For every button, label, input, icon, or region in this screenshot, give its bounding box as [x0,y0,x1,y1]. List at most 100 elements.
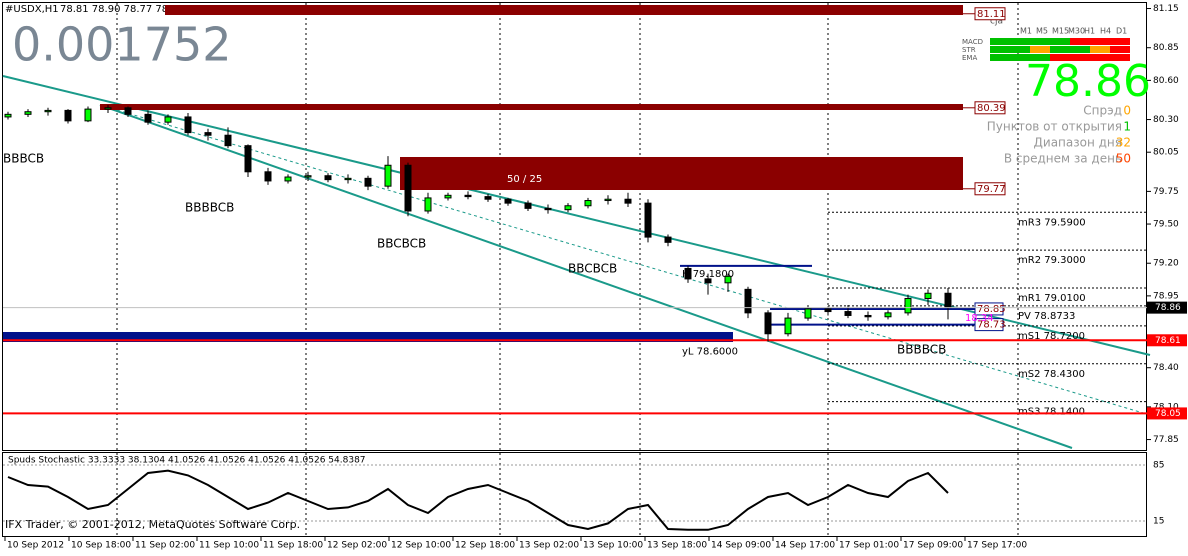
signal-cell [1090,46,1110,53]
signal-cell [990,54,1010,61]
pivot-label: mR3 79.5900 [1018,217,1086,228]
y-tick-label: 81.15 [1153,4,1179,14]
signal-cell [990,38,1010,45]
x-tick-label: 13 Sep 18:00 [647,541,707,551]
day-low-label: yL 78.6000 [682,347,738,358]
timeframe: D1 [1116,27,1127,36]
candle-body [4,113,12,118]
candle-body [944,292,952,309]
candle-body [864,314,872,318]
y-tick-label: 80.85 [1153,43,1179,53]
marker-label: 78.85 [977,304,1006,315]
panel-price: 78.86 [1025,56,1151,107]
watermark: IFX Trader, © 2001-2012, MetaQuotes Soft… [5,518,300,531]
signal-cell [1110,46,1130,53]
marker-box [974,302,1004,316]
candle-body [584,200,592,207]
zone-label: 80.39 [977,103,1006,114]
x-tick-label: 11 Sep 10:00 [199,541,259,551]
signal-cell [1070,46,1090,53]
signal-cell [990,46,1010,53]
x-tick-label: 12 Sep 10:00 [391,541,451,551]
x-tick-label: 13 Sep 10:00 [583,541,643,551]
y-tick-label: 79.75 [1153,187,1179,197]
candle-body [224,134,232,147]
signal-cell [1010,54,1030,61]
candle-body [444,194,452,199]
zone-label-box [974,7,1006,21]
signal-cell [1030,54,1050,61]
symbol: #USDX,H1 [5,4,59,15]
timeframe: H1 [1084,27,1095,36]
red-level-box [1147,334,1187,347]
candle-body [784,317,792,335]
candle-body [424,197,432,212]
candle-body [524,202,532,209]
candle-body [924,292,932,299]
candle-body [804,308,812,319]
signal-cell [1030,38,1050,45]
candle-body [384,164,392,187]
candle-body [904,297,912,314]
x-tick-label: 17 Sep 09:00 [903,541,963,551]
marker-label: 78.73 [977,320,1006,331]
candle-body [564,205,572,211]
candle-body [144,113,152,123]
candle-body [824,308,832,313]
y-tick-label: 79.50 [1153,220,1179,230]
candle-body [344,177,352,181]
pivot-label: mS1 78.7200 [1018,331,1085,342]
x-tick-label: 13 Sep 02:00 [519,541,579,551]
pattern-label: BBBBCB [185,201,234,215]
candle-body [204,132,212,136]
timeframe: M15 [1052,27,1069,36]
pivot-label: mR2 79.3000 [1018,255,1086,266]
zone-label: 81.11 [977,9,1006,20]
candle-body [104,107,112,110]
x-tick-label: 17 Sep 17:00 [967,541,1027,551]
period-separators [116,3,1019,536]
candle-body [244,145,252,173]
pivot-label: PV 78.8733 [1018,311,1075,322]
candle-body [844,311,852,316]
signal-cell [1110,54,1130,61]
candle-body [704,278,712,284]
candle-body [744,288,752,314]
signal-cell [1050,54,1070,61]
signal-cell [1090,38,1110,45]
timeframe: H4 [1100,27,1111,36]
signal-cell [1010,38,1030,45]
y-tick-label: 77.85 [1153,435,1179,445]
current-price-label: 78.86 [1155,303,1181,313]
stoch-tick-label: 85 [1153,461,1164,471]
signal-row-label: MACD [962,38,983,46]
pattern-label: BBBBCB [897,343,946,357]
y-tick-label: 78.40 [1153,363,1179,373]
candle-body [624,198,632,204]
stoch-tick-label: 15 [1153,517,1164,527]
marker-box [974,318,1004,332]
signal-cell [1070,38,1090,45]
blue-band [3,332,733,342]
y-tick-label: 78.95 [1153,291,1179,301]
red-level-label: 78.05 [1155,409,1181,419]
ohlc-header: 78.81 78.90 78.77 78.86 [60,4,184,15]
pivot-label: mS2 78.4300 [1018,369,1085,380]
x-tick-label: 17 Sep 01:00 [839,541,899,551]
x-tick-label: 10 Sep 2012 [7,541,64,551]
x-tick-label: 11 Sep 18:00 [263,541,323,551]
pivot-label: mS3 78.1400 [1018,407,1085,418]
pattern-label: BBBCB [3,152,44,166]
zone [100,104,963,110]
y-tick-label: 78.10 [1153,402,1179,412]
candle-body [684,267,692,280]
annotation: 18.34 [965,313,994,324]
pattern-label: BBCBCB [377,237,426,251]
x-tick-label: 11 Sep 02:00 [135,541,195,551]
timeframe: M30 [1068,27,1085,36]
candle-body [504,198,512,204]
annotation: 50 / 25 [507,174,542,185]
stochastic-title: Spuds Stochastic 33.3333 38.1304 41.0526… [8,456,366,466]
candle-body [644,202,652,238]
